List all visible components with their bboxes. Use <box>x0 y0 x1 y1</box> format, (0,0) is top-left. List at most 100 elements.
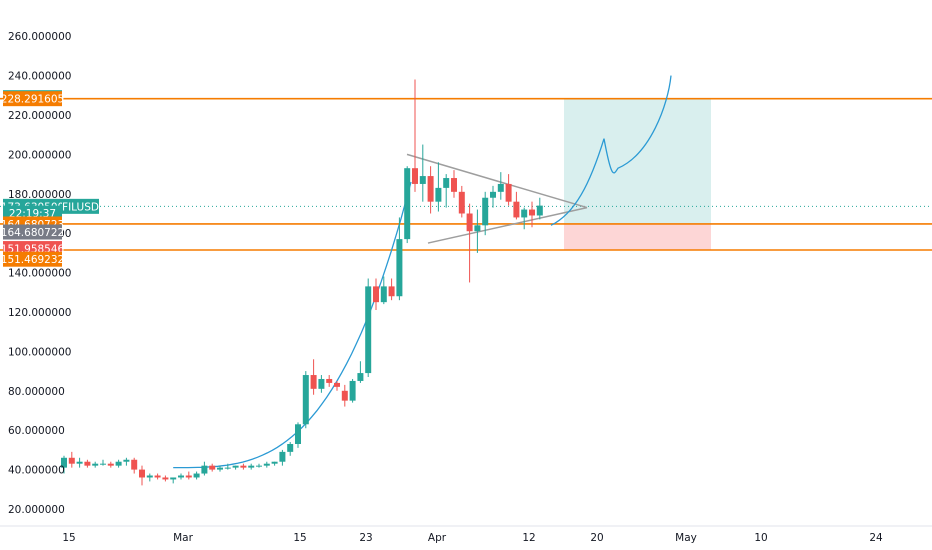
y-tick-label: 120.000000 <box>8 307 71 319</box>
candle-body <box>248 465 255 468</box>
candle-body <box>170 477 177 480</box>
candle-body <box>513 201 520 218</box>
candle-body <box>326 378 333 383</box>
candle-body <box>154 475 161 478</box>
candle-body <box>256 465 262 467</box>
candle-body <box>217 467 223 470</box>
candle-body <box>61 457 67 468</box>
y-tick-label: 40.000000 <box>8 465 65 477</box>
target-zone <box>564 98 711 224</box>
symbol-tag-label: FILUSD <box>62 201 99 213</box>
candle-body <box>295 424 301 444</box>
price-tag-label: 151.469232 <box>1 254 64 266</box>
y-tick-label: 260.000000 <box>8 31 71 43</box>
y-tick-label: 80.000000 <box>8 386 65 398</box>
candle-body <box>334 382 340 387</box>
candle-body <box>388 286 395 297</box>
y-tick-label: 100.000000 <box>8 346 71 358</box>
candle-body <box>419 176 426 184</box>
candle-body <box>162 477 169 480</box>
candle-body <box>240 465 247 468</box>
candle-body <box>123 459 130 462</box>
stop-zone <box>564 223 711 251</box>
candle-body <box>100 463 106 465</box>
x-tick-label: 23 <box>359 532 372 544</box>
x-tick-label: Apr <box>428 532 447 544</box>
position-zones <box>564 98 711 251</box>
candle-body <box>529 209 535 216</box>
candle-body <box>131 459 138 470</box>
candle-body <box>427 176 434 202</box>
lower-trendline <box>427 206 588 244</box>
candle-body <box>76 461 83 464</box>
candle-body <box>536 205 543 216</box>
candle-body <box>474 225 481 232</box>
candle-body <box>107 463 114 466</box>
candle-body <box>404 168 411 240</box>
price-tag-label: 228.291605 <box>1 94 64 106</box>
candle-body <box>458 191 465 214</box>
candle-body <box>263 463 270 466</box>
x-tick-label: 20 <box>590 532 603 544</box>
candle-body <box>349 380 356 401</box>
candle-body <box>302 375 309 425</box>
x-tick-label: 15 <box>62 532 75 544</box>
upper-trendline <box>406 153 588 209</box>
candle-body <box>139 469 145 478</box>
projection-path <box>550 75 672 226</box>
candle-body <box>146 475 153 478</box>
candle-body <box>412 168 418 184</box>
x-tick-label: 15 <box>293 532 306 544</box>
candle-body <box>115 461 122 466</box>
candle-body <box>279 451 286 462</box>
x-axis[interactable]: 15 Mar 15 23 Apr 12 20 May 10 24 <box>0 525 932 544</box>
candle-body <box>380 286 387 303</box>
candle-body <box>271 461 278 464</box>
candle-body <box>365 286 372 374</box>
candle-body <box>466 213 473 232</box>
candle-body <box>443 178 450 188</box>
candle-body <box>497 183 504 192</box>
candle-body <box>341 390 348 401</box>
candle-body <box>209 465 216 470</box>
y-tick-label: 180.000000 <box>8 189 71 201</box>
x-tick-label: 12 <box>522 532 535 544</box>
candle-body <box>310 375 317 389</box>
candle-body <box>435 187 442 202</box>
x-tick-label: 10 <box>754 532 767 544</box>
horizontal-levels <box>0 97 932 251</box>
candle-body <box>490 191 496 198</box>
candle-body <box>396 239 403 297</box>
symbol-tag <box>62 198 99 214</box>
candle-body <box>482 197 489 226</box>
price-tag <box>3 91 62 107</box>
price-tag-label: 164.680722 <box>1 227 64 239</box>
candle-body <box>521 209 528 218</box>
candle-body <box>224 467 231 469</box>
x-tick-label: May <box>675 532 697 544</box>
price-tags: 228.780920228.291605173.630500FILUSD22:1… <box>1 90 99 267</box>
candle-body <box>373 286 379 303</box>
candle-body <box>287 443 294 452</box>
y-tick-label: 140.000000 <box>8 268 71 280</box>
candle-body <box>84 461 91 466</box>
y-tick-label: 240.000000 <box>8 71 71 83</box>
y-tick-label: 200.000000 <box>8 149 71 161</box>
parabolic-curve <box>173 181 412 469</box>
candle-body <box>318 378 325 389</box>
y-tick-label: 220.000000 <box>8 110 71 122</box>
candle-body <box>232 465 239 468</box>
y-tick-label: 20.000000 <box>8 504 65 516</box>
y-tick-label: 60.000000 <box>8 425 65 437</box>
candle-body <box>357 373 364 381</box>
candle-body <box>178 475 184 478</box>
y-axis[interactable]: 20.000000 40.000000 60.000000 80.000000 100.… <box>8 31 71 516</box>
candlestick-series <box>61 79 543 486</box>
x-tick-label: Mar <box>173 532 193 544</box>
candle-body <box>505 183 512 202</box>
candle-body <box>193 473 200 478</box>
candle-body <box>185 475 192 478</box>
candle-body <box>68 457 75 464</box>
price-tag <box>3 224 62 240</box>
